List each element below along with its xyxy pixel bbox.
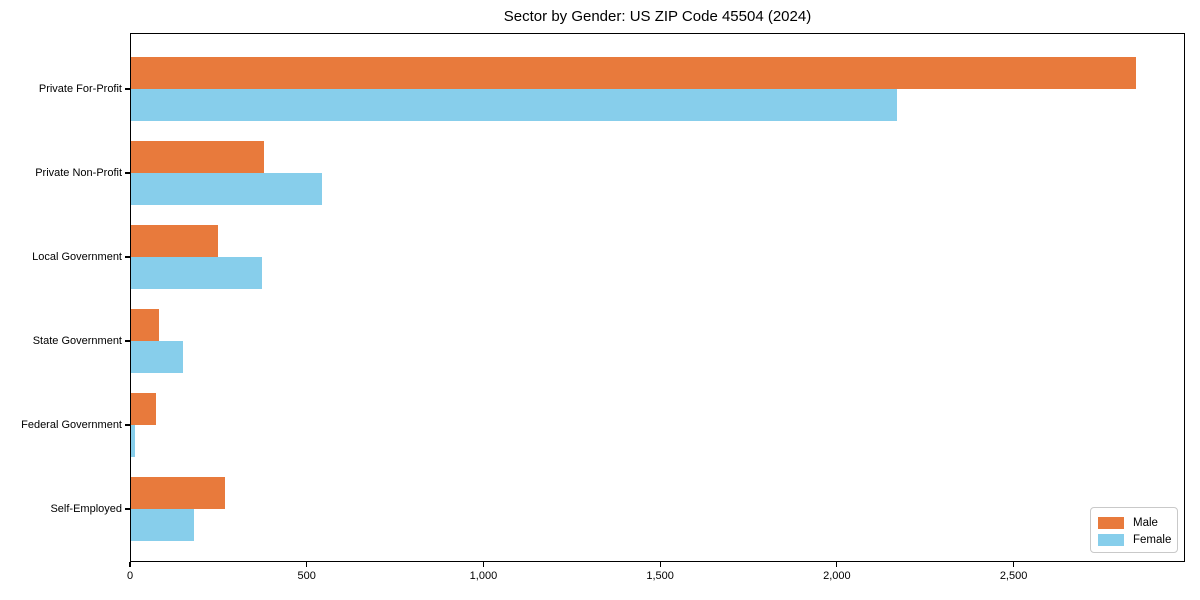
bar-male-private-for-profit <box>130 57 1136 89</box>
legend-male-label: Male <box>1133 516 1158 529</box>
y-axis-tick-label-local-government: Local Government <box>32 251 122 263</box>
y-axis-tick-mark <box>125 256 130 258</box>
chart-title: Sector by Gender: US ZIP Code 45504 (202… <box>503 8 812 25</box>
bar-male-self-employed <box>130 477 226 509</box>
plot-area <box>130 33 1185 562</box>
x-axis-tick-mark <box>1012 562 1015 567</box>
x-axis-tick-mark <box>129 562 131 567</box>
bar-female-local-government <box>130 257 262 289</box>
x-axis-tick-label-2000: 2,000 <box>823 570 851 582</box>
bar-female-private-for-profit <box>130 89 897 121</box>
y-axis-tick-label-private-for-profit: Private For-Profit <box>38 83 122 95</box>
bar-male-state-government <box>130 309 160 341</box>
y-axis-tick-mark <box>125 88 130 90</box>
legend-entry-female: Female <box>1098 531 1177 548</box>
y-axis-tick-label-private-non-profit: Private Non-Profit <box>35 167 122 179</box>
x-axis-tick-label-0: 0 <box>126 570 134 582</box>
x-axis-tick-label-1000: 1,000 <box>469 570 498 582</box>
bar-female-state-government <box>130 341 183 373</box>
legend-female-label: Female <box>1133 533 1172 546</box>
y-axis-tick-label-self-employed: Self-Employed <box>50 503 122 515</box>
legend: Male Female <box>1090 507 1178 553</box>
bar-male-federal-government <box>130 393 157 425</box>
bar-male-private-non-profit <box>130 141 265 173</box>
x-axis-tick-mark <box>306 562 308 567</box>
x-axis-tick-label-500: 500 <box>297 570 316 582</box>
bar-female-private-non-profit <box>130 173 322 205</box>
x-axis-tick-label-1500: 1,500 <box>646 570 674 582</box>
y-axis-tick-label-state-government: State Government <box>32 335 122 347</box>
legend-male-swatch <box>1098 516 1124 529</box>
y-axis-tick-label-federal-government: Federal Government <box>21 419 122 431</box>
x-axis-tick-mark <box>659 562 661 567</box>
legend-entry-male: Male <box>1098 514 1177 531</box>
y-axis-tick-mark <box>125 424 130 426</box>
x-axis-tick-mark <box>482 562 485 567</box>
x-axis-tick-label-2500: 2,500 <box>999 570 1028 582</box>
bar-female-self-employed <box>130 509 195 541</box>
y-axis-tick-mark <box>125 508 130 510</box>
bar-female-federal-government <box>130 425 135 457</box>
y-axis-tick-mark <box>125 172 130 174</box>
legend-female-swatch <box>1098 533 1124 546</box>
bar-male-local-government <box>130 225 219 257</box>
y-axis-tick-mark <box>125 340 130 342</box>
x-axis-tick-mark <box>836 562 838 567</box>
